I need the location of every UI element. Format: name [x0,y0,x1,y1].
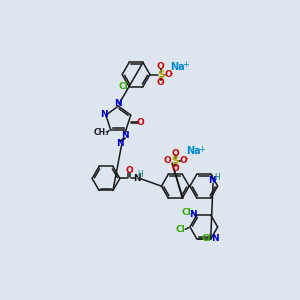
Text: Na: Na [170,62,185,72]
Text: H: H [137,170,143,179]
Text: N: N [100,110,107,119]
Text: +: + [182,60,189,69]
Text: N: N [116,139,124,148]
Text: O: O [157,78,165,87]
Text: N: N [121,131,128,140]
Text: N: N [189,211,197,220]
Text: O: O [157,62,165,71]
Text: O: O [164,156,172,165]
Text: CH₃: CH₃ [94,128,109,136]
Text: +: + [198,145,205,154]
Text: Na: Na [187,146,201,157]
Text: O: O [179,156,187,165]
Text: O: O [171,148,179,158]
Text: N: N [208,176,216,185]
Text: S: S [157,70,164,80]
Text: O: O [125,166,133,175]
Text: H: H [214,173,220,182]
Text: -: - [170,68,173,78]
Text: O: O [137,118,145,127]
Text: Cl: Cl [201,235,211,244]
Text: N: N [211,235,218,244]
Text: Cl: Cl [119,82,129,91]
Text: Cl: Cl [176,225,186,234]
Text: N: N [115,99,122,108]
Text: O: O [171,164,179,173]
Text: S: S [172,156,179,166]
Text: Cl: Cl [182,208,192,217]
Text: N: N [133,174,141,183]
Text: O: O [164,70,172,79]
Text: -: - [184,153,188,164]
